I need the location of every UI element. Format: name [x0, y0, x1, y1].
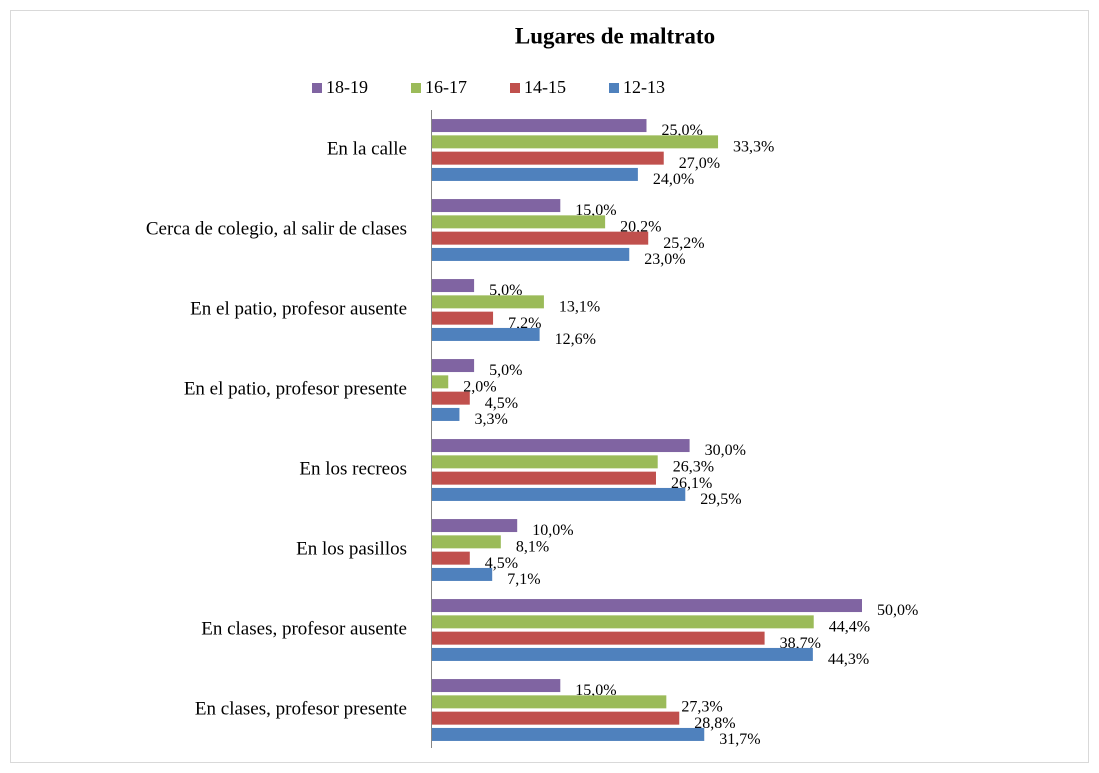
- bar: [432, 151, 664, 165]
- legend-swatch: [609, 83, 619, 93]
- legend-swatch: [411, 83, 421, 93]
- value-label: 31,7%: [719, 731, 760, 748]
- legend-label: 12-13: [623, 77, 665, 97]
- bar: [432, 295, 544, 309]
- bar: [432, 695, 667, 709]
- value-label: 7,1%: [507, 571, 540, 588]
- value-label: 50,0%: [877, 602, 918, 619]
- value-label: 29,5%: [700, 491, 741, 508]
- bar: [432, 599, 862, 613]
- chart-title: Lugares de maltrato: [515, 23, 715, 48]
- bar: [432, 167, 638, 181]
- value-label: 7,2%: [508, 315, 541, 332]
- legend-swatch: [312, 83, 322, 93]
- legend-label: 14-15: [524, 77, 566, 97]
- value-label: 15,0%: [575, 202, 616, 219]
- bar: [432, 727, 705, 741]
- category-label: En la calle: [327, 138, 407, 159]
- category-label: En los pasillos: [296, 538, 407, 559]
- bar: [432, 311, 494, 325]
- bar: [432, 327, 540, 341]
- bar: [432, 535, 501, 549]
- value-label: 23,0%: [644, 251, 685, 268]
- bar: [432, 375, 449, 389]
- value-label: 24,0%: [653, 171, 694, 188]
- value-label: 15,0%: [575, 682, 616, 699]
- value-label: 26,1%: [671, 475, 712, 492]
- value-label: 27,0%: [679, 155, 720, 172]
- value-label: 4,5%: [485, 395, 518, 412]
- value-label: 3,3%: [474, 411, 507, 428]
- bar: [432, 391, 470, 405]
- value-label: 44,3%: [828, 651, 869, 668]
- bar: [432, 647, 813, 661]
- bar: [432, 615, 814, 629]
- bar: [432, 567, 493, 581]
- category-label: En clases, profesor ausente: [201, 618, 407, 639]
- category-label: En el patio, profesor ausente: [190, 298, 407, 319]
- value-label: 5,0%: [489, 362, 522, 379]
- category-label: Cerca de colegio, al salir de clases: [146, 218, 407, 239]
- value-label: 8,1%: [516, 539, 549, 556]
- value-label: 13,1%: [559, 299, 600, 316]
- bar: [432, 519, 518, 533]
- bar: [432, 487, 686, 501]
- category-label: En los recreos: [299, 458, 407, 479]
- bar: [432, 135, 719, 149]
- bar: [432, 407, 460, 421]
- value-label: 2,0%: [463, 379, 496, 396]
- legend-label: 18-19: [326, 77, 368, 97]
- bar: [432, 631, 765, 645]
- value-label: 33,3%: [733, 139, 774, 156]
- bar: [432, 711, 680, 725]
- bar: [432, 279, 475, 293]
- bar: [432, 439, 690, 453]
- value-label: 38,7%: [780, 635, 821, 652]
- value-label: 25,2%: [663, 235, 704, 252]
- value-label: 44,4%: [829, 619, 870, 636]
- value-label: 25,0%: [662, 122, 703, 139]
- bar: [432, 471, 656, 485]
- value-label: 27,3%: [681, 699, 722, 716]
- value-label: 20,2%: [620, 219, 661, 236]
- bar: [432, 679, 561, 693]
- category-label: En el patio, profesor presente: [184, 378, 407, 399]
- bar: [432, 551, 470, 565]
- bar: [432, 215, 606, 229]
- bar: [432, 199, 561, 213]
- value-label: 28,8%: [694, 715, 735, 732]
- value-label: 26,3%: [673, 459, 714, 476]
- legend-label: 16-17: [425, 77, 467, 97]
- legend-swatch: [510, 83, 520, 93]
- bar: [432, 231, 649, 245]
- bar: [432, 247, 630, 261]
- value-label: 4,5%: [485, 555, 518, 572]
- bar: [432, 455, 658, 469]
- bar: [432, 119, 647, 133]
- category-label: En clases, profesor presente: [195, 698, 407, 719]
- value-label: 10,0%: [532, 522, 573, 539]
- bar: [432, 359, 475, 373]
- value-label: 5,0%: [489, 282, 522, 299]
- value-label: 12,6%: [555, 331, 596, 348]
- value-label: 30,0%: [705, 442, 746, 459]
